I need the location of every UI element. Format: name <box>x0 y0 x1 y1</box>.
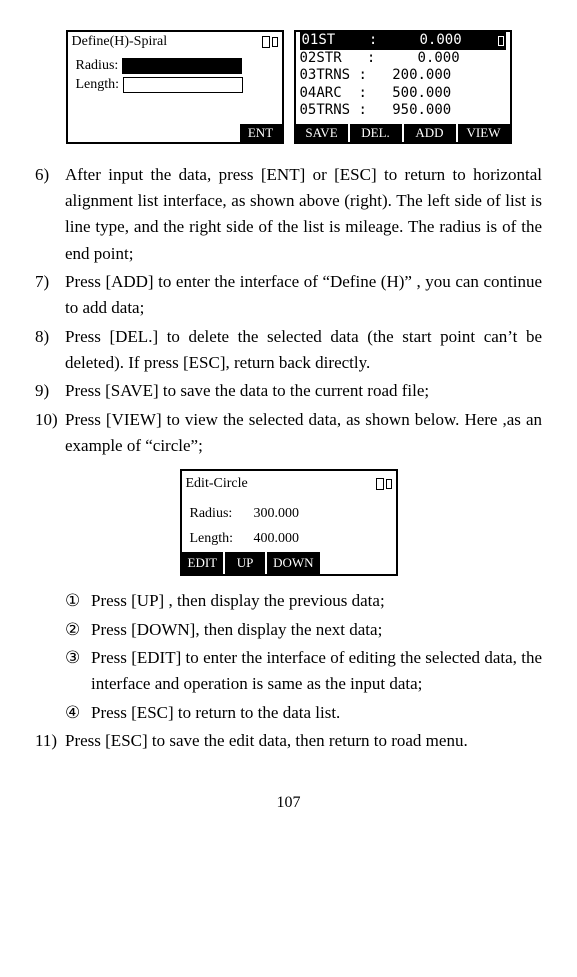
step-text: After input the data, press [ENT] or [ES… <box>65 162 542 267</box>
edit-button[interactable]: EDIT <box>182 552 226 574</box>
radius-row: Radius: 300.000 <box>190 503 388 525</box>
up-button[interactable]: UP <box>225 552 267 574</box>
step-number: 6) <box>35 162 65 267</box>
radius-label: Radius: <box>76 58 119 74</box>
panel-title: Define(H)-Spiral <box>68 32 282 52</box>
panel-title-text: Edit-Circle <box>186 473 248 495</box>
length-label: Length: <box>76 77 120 93</box>
substep-number: ① <box>65 588 91 614</box>
title-icons <box>262 36 278 48</box>
substep-text: Press [UP] , then display the previous d… <box>91 588 542 614</box>
panel-title-text: Define(H)-Spiral <box>72 34 168 50</box>
substep-number: ② <box>65 617 91 643</box>
list-row[interactable]: 01ST : 0.000 <box>302 32 462 50</box>
length-input[interactable] <box>123 77 243 93</box>
substep-text: Press [ESC] to return to the data list. <box>91 700 542 726</box>
step-text: Press [SAVE] to save the data to the cur… <box>65 378 542 404</box>
substep-text: Press [EDIT] to enter the interface of e… <box>91 645 542 698</box>
list-row[interactable]: 02STR : 0.000 <box>300 50 506 68</box>
alignment-list-panel: 01ST : 0.000 02STR : 0.000 03TRNS : 200.… <box>294 30 512 144</box>
panel-title: Edit-Circle <box>182 471 396 497</box>
length-row: Length: 400.000 <box>190 528 388 550</box>
length-label: Length: <box>190 528 250 550</box>
view-button[interactable]: VIEW <box>458 124 510 142</box>
step-number: 9) <box>35 378 65 404</box>
battery-icon <box>376 478 384 490</box>
add-button[interactable]: ADD <box>404 124 458 142</box>
step-number: 10) <box>35 407 65 460</box>
list-row[interactable]: 04ARC : 500.000 <box>300 85 506 103</box>
step-text: Press [DEL.] to delete the selected data… <box>65 324 542 377</box>
radius-input[interactable] <box>122 58 242 74</box>
edit-circle-panel: Edit-Circle Radius: 300.000 Length: 400.… <box>180 469 398 576</box>
ent-button[interactable]: ENT <box>240 124 282 142</box>
length-value: 400.000 <box>254 528 300 550</box>
del-button[interactable]: DEL. <box>350 124 404 142</box>
substep-number: ③ <box>65 645 91 698</box>
save-button[interactable]: SAVE <box>296 124 350 142</box>
battery-icon <box>272 37 278 47</box>
length-row: Length: <box>76 77 274 93</box>
battery-icon <box>262 36 270 48</box>
list-row[interactable]: 05TRNS : 950.000 <box>300 102 506 120</box>
radius-label: Radius: <box>190 503 250 525</box>
list-row[interactable]: 03TRNS : 200.000 <box>300 67 506 85</box>
step-text: Press [VIEW] to view the selected data, … <box>65 407 542 460</box>
battery-icon <box>498 36 504 46</box>
step-number: 11) <box>35 728 65 754</box>
battery-icon <box>386 479 392 489</box>
step-text: Press [ESC] to save the edit data, then … <box>65 728 542 754</box>
step-number: 8) <box>35 324 65 377</box>
substep-text: Press [DOWN], then display the next data… <box>91 617 542 643</box>
radius-value: 300.000 <box>254 503 300 525</box>
title-icons <box>376 478 392 490</box>
define-spiral-panel: Define(H)-Spiral Radius: Length: ENT <box>66 30 284 144</box>
page-number: 107 <box>35 794 542 812</box>
radius-row: Radius: <box>76 58 274 74</box>
step-text: Press [ADD] to enter the interface of “D… <box>65 269 542 322</box>
step-number: 7) <box>35 269 65 322</box>
down-button[interactable]: DOWN <box>267 552 319 574</box>
substep-number: ④ <box>65 700 91 726</box>
